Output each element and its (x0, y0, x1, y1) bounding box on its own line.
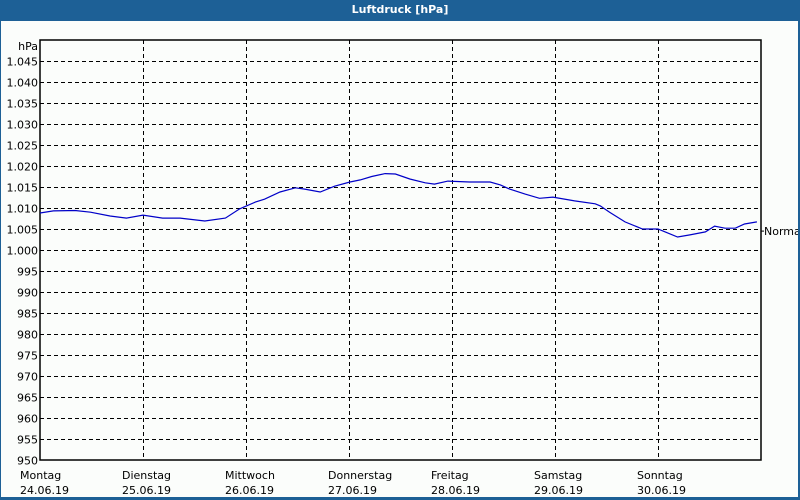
x-tick-day: Freitag (431, 469, 469, 482)
y-tick-label: 1.010 (7, 203, 39, 216)
normal-reference-marker: Normal (761, 225, 798, 238)
horizontal-gridlines (40, 61, 761, 440)
y-tick-label: 960 (17, 413, 38, 426)
x-tick-day: Sonntag (637, 469, 683, 482)
x-tick-day: Samstag (534, 469, 582, 482)
y-tick-label: 1.000 (7, 245, 39, 258)
y-tick-label: 970 (17, 371, 38, 384)
x-tick-date: 24.06.19 (20, 484, 69, 497)
x-tick-day: Donnerstag (328, 469, 392, 482)
x-tick-day: Dienstag (122, 469, 171, 482)
y-tick-label: 1.045 (7, 56, 39, 69)
x-axis-labels: Montag 24.06.19 Dienstag 25.06.19 Mittwoch 26… (20, 469, 686, 497)
x-tick-date: 29.06.19 (534, 484, 583, 497)
chart-area: 950 955 960 965 970 975 980 985 990 995 1.000 1.005… (1, 21, 798, 497)
x-tick-date: 30.06.19 (637, 484, 686, 497)
y-tick-label: 955 (17, 434, 38, 447)
y-tick-label: 1.015 (7, 182, 39, 195)
x-tick-date: 25.06.19 (122, 484, 171, 497)
y-tick-label: 975 (17, 350, 38, 363)
plot-frame (39, 39, 762, 461)
y-tick-label: 950 (17, 455, 38, 468)
y-tick-label: 1.035 (7, 98, 39, 111)
y-tick-label: 1.020 (7, 161, 39, 174)
pressure-line-chart: 950 955 960 965 970 975 980 985 990 995 1.000 1.005… (7, 39, 798, 497)
normal-label: Normal (764, 225, 798, 238)
window-title: Luftdruck [hPa] (0, 0, 800, 20)
y-tick-label: 965 (17, 392, 38, 405)
y-tick-label: 1.005 (7, 224, 39, 237)
x-tick-date: 28.06.19 (431, 484, 480, 497)
y-tick-label: 995 (17, 266, 38, 279)
y-tick-label: 985 (17, 308, 38, 321)
y-tick-label: 980 (17, 329, 38, 342)
x-tick-day: Montag (20, 469, 61, 482)
y-tick-label: 990 (17, 287, 38, 300)
y-axis-labels: 950 955 960 965 970 975 980 985 990 995 1.000 1.005… (7, 56, 39, 468)
y-axis-unit-label: hPa (18, 40, 38, 53)
x-tick-date: 26.06.19 (225, 484, 274, 497)
y-tick-label: 1.040 (7, 77, 39, 90)
x-tick-day: Mittwoch (225, 469, 275, 482)
y-tick-label: 1.025 (7, 140, 39, 153)
pressure-series-line (39, 172, 758, 238)
vertical-gridlines (143, 40, 659, 460)
x-tick-date: 27.06.19 (328, 484, 377, 497)
y-tick-label: 1.030 (7, 119, 39, 132)
